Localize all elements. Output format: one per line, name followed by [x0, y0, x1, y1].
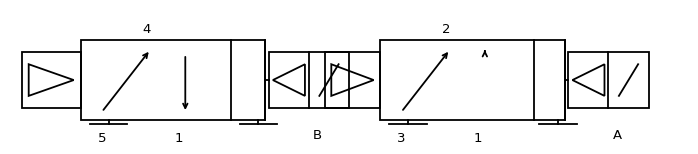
Bar	[81, 40, 265, 120]
Text: B: B	[313, 129, 322, 142]
Bar	[269, 52, 349, 108]
Text: 3: 3	[397, 132, 406, 145]
Text: A: A	[613, 129, 622, 142]
Bar	[22, 52, 81, 108]
Text: 2: 2	[443, 23, 451, 36]
Bar	[380, 40, 565, 120]
Bar	[325, 52, 380, 108]
Text: 5: 5	[98, 132, 106, 145]
Bar	[568, 52, 648, 108]
Text: 1: 1	[174, 132, 183, 145]
Text: 1: 1	[474, 132, 482, 145]
Text: 4: 4	[143, 23, 151, 36]
